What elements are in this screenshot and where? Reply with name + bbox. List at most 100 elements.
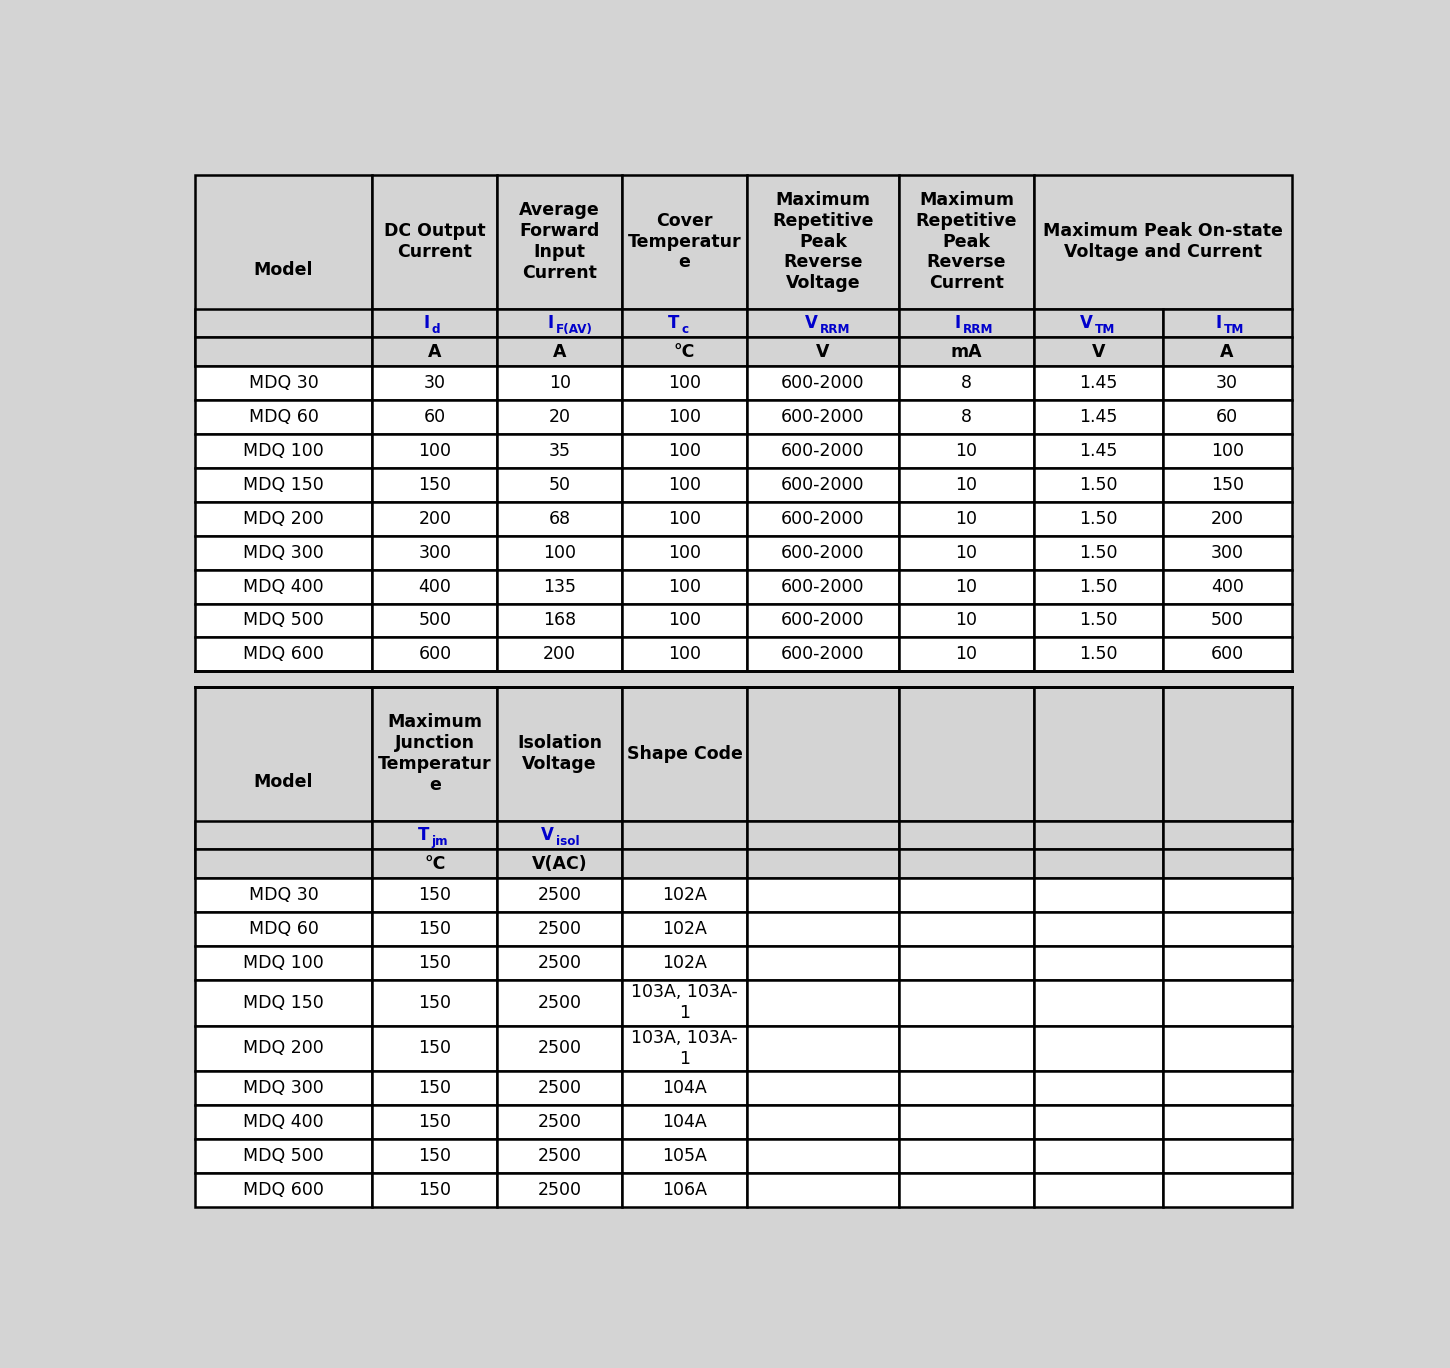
Text: A: A bbox=[552, 343, 567, 361]
Text: 106A: 106A bbox=[663, 1181, 708, 1198]
Text: 150: 150 bbox=[418, 476, 451, 494]
Text: 600-2000: 600-2000 bbox=[782, 577, 864, 595]
Bar bbox=[899, 468, 1034, 502]
Text: 8: 8 bbox=[961, 375, 972, 393]
Text: T: T bbox=[418, 826, 429, 844]
Text: MDQ 600: MDQ 600 bbox=[244, 1181, 323, 1198]
Text: Maximum Peak On-state
Voltage and Current: Maximum Peak On-state Voltage and Curren… bbox=[1043, 222, 1283, 261]
Bar bbox=[1034, 878, 1163, 912]
Text: 2500: 2500 bbox=[538, 1079, 581, 1097]
Bar bbox=[747, 1026, 899, 1071]
Text: 100: 100 bbox=[668, 543, 700, 562]
Bar bbox=[497, 468, 622, 502]
Text: 100: 100 bbox=[1211, 442, 1244, 460]
Bar bbox=[194, 399, 373, 434]
Bar bbox=[899, 687, 1034, 821]
Bar bbox=[194, 309, 373, 338]
Bar bbox=[899, 536, 1034, 569]
Text: 100: 100 bbox=[668, 611, 700, 629]
Text: MDQ 100: MDQ 100 bbox=[244, 442, 323, 460]
Bar bbox=[497, 850, 622, 878]
Text: 68: 68 bbox=[548, 510, 571, 528]
Bar bbox=[373, 637, 497, 672]
Bar bbox=[497, 1026, 622, 1071]
Text: 10: 10 bbox=[956, 476, 977, 494]
Bar bbox=[497, 338, 622, 367]
Bar bbox=[373, 569, 497, 603]
Bar bbox=[747, 309, 899, 338]
Text: 150: 150 bbox=[418, 993, 451, 1012]
Text: c: c bbox=[682, 323, 689, 337]
Bar bbox=[899, 1174, 1034, 1207]
Bar bbox=[194, 468, 373, 502]
Bar bbox=[622, 399, 747, 434]
Bar bbox=[899, 912, 1034, 945]
Text: 1.50: 1.50 bbox=[1079, 611, 1118, 629]
Text: 150: 150 bbox=[418, 921, 451, 938]
Text: MDQ 400: MDQ 400 bbox=[244, 577, 323, 595]
Bar bbox=[899, 1071, 1034, 1105]
Bar bbox=[194, 1026, 373, 1071]
Bar bbox=[1034, 1071, 1163, 1105]
Bar bbox=[622, 1071, 747, 1105]
Text: Cover
Temperatur
e: Cover Temperatur e bbox=[628, 212, 741, 271]
Bar bbox=[747, 468, 899, 502]
Bar bbox=[497, 1105, 622, 1140]
Text: 1.45: 1.45 bbox=[1079, 408, 1118, 425]
Text: 1.50: 1.50 bbox=[1079, 577, 1118, 595]
Bar bbox=[1163, 569, 1292, 603]
Bar bbox=[497, 399, 622, 434]
Bar bbox=[497, 367, 622, 399]
Bar bbox=[747, 637, 899, 672]
Text: 100: 100 bbox=[544, 543, 576, 562]
Bar bbox=[373, 338, 497, 367]
Bar bbox=[1034, 367, 1163, 399]
Text: 10: 10 bbox=[956, 543, 977, 562]
Text: 500: 500 bbox=[418, 611, 451, 629]
Bar bbox=[373, 878, 497, 912]
Bar bbox=[373, 912, 497, 945]
Bar bbox=[1163, 1105, 1292, 1140]
Text: TM: TM bbox=[1224, 323, 1244, 337]
Text: 102A: 102A bbox=[663, 921, 708, 938]
Bar bbox=[747, 1140, 899, 1174]
Bar bbox=[747, 175, 899, 309]
Text: 10: 10 bbox=[956, 510, 977, 528]
Bar bbox=[497, 434, 622, 468]
Bar bbox=[1034, 1140, 1163, 1174]
Bar bbox=[899, 309, 1034, 338]
Bar bbox=[1034, 569, 1163, 603]
Bar bbox=[1034, 175, 1292, 309]
Bar bbox=[373, 945, 497, 979]
Bar bbox=[1163, 878, 1292, 912]
Bar bbox=[622, 821, 747, 850]
Text: 150: 150 bbox=[418, 1040, 451, 1057]
Bar bbox=[194, 1105, 373, 1140]
Bar bbox=[194, 850, 373, 878]
Text: Maximum
Junction
Temperatur
e: Maximum Junction Temperatur e bbox=[378, 713, 492, 793]
Text: 104A: 104A bbox=[663, 1114, 708, 1131]
Bar bbox=[1163, 1140, 1292, 1174]
Bar bbox=[497, 912, 622, 945]
Text: 100: 100 bbox=[668, 646, 700, 663]
Bar bbox=[899, 979, 1034, 1026]
Text: °C: °C bbox=[674, 343, 695, 361]
Text: 400: 400 bbox=[419, 577, 451, 595]
Text: 2500: 2500 bbox=[538, 886, 581, 904]
Bar bbox=[373, 603, 497, 637]
Text: 150: 150 bbox=[418, 1079, 451, 1097]
Bar bbox=[1163, 637, 1292, 672]
Bar bbox=[747, 399, 899, 434]
Text: 200: 200 bbox=[418, 510, 451, 528]
Text: I: I bbox=[954, 315, 961, 332]
Text: MDQ 150: MDQ 150 bbox=[244, 476, 323, 494]
Bar bbox=[747, 502, 899, 536]
Bar bbox=[1163, 338, 1292, 367]
Bar bbox=[1034, 1105, 1163, 1140]
Text: Average
Forward
Input
Current: Average Forward Input Current bbox=[519, 201, 600, 282]
Text: 10: 10 bbox=[956, 442, 977, 460]
Bar bbox=[1034, 468, 1163, 502]
Bar bbox=[1034, 1174, 1163, 1207]
Text: MDQ 150: MDQ 150 bbox=[244, 993, 323, 1012]
Text: 100: 100 bbox=[668, 510, 700, 528]
